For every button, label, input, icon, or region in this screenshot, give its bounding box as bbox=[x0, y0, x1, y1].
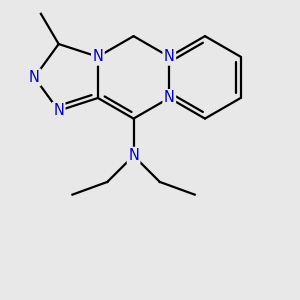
Text: N: N bbox=[53, 103, 64, 118]
Text: N: N bbox=[164, 91, 175, 106]
Text: N: N bbox=[29, 70, 40, 85]
Text: N: N bbox=[128, 148, 139, 163]
Text: N: N bbox=[92, 49, 103, 64]
Text: N: N bbox=[164, 49, 175, 64]
